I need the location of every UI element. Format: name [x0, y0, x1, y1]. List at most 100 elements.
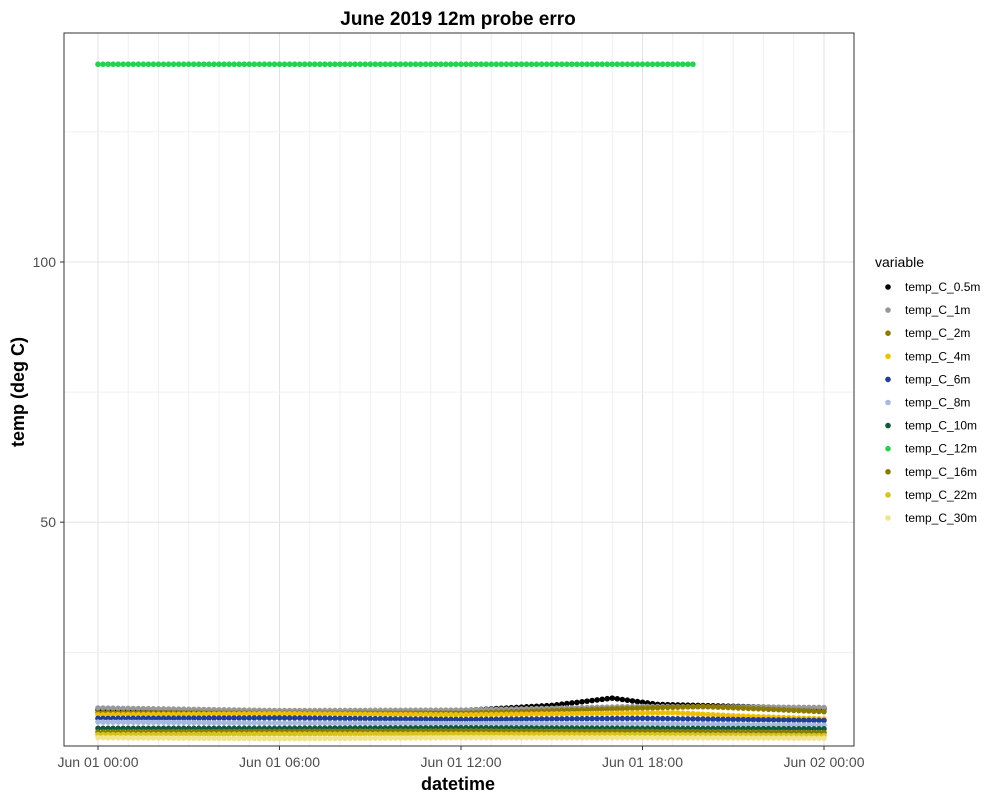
data-point	[241, 61, 248, 68]
data-point	[584, 710, 590, 717]
data-point	[150, 735, 157, 741]
data-point	[614, 720, 621, 727]
data-point	[301, 61, 308, 68]
data-point	[422, 711, 429, 718]
data-point	[574, 715, 580, 722]
data-point	[311, 715, 318, 721]
series-temp_C_12m	[95, 61, 696, 68]
data-point	[317, 720, 323, 727]
data-point	[216, 731, 222, 738]
data-point	[725, 735, 732, 741]
data-point	[322, 715, 328, 722]
data-point	[790, 707, 797, 714]
data-point	[801, 735, 807, 741]
data-point	[543, 716, 550, 722]
data-point	[730, 735, 737, 741]
data-point	[301, 711, 308, 717]
data-point	[811, 735, 817, 741]
data-point	[594, 734, 600, 741]
data-point	[362, 711, 369, 718]
y-tick-label: 50	[40, 514, 56, 530]
data-point	[528, 61, 535, 68]
data-point	[695, 711, 701, 717]
data-point	[523, 716, 530, 722]
data-point	[488, 716, 495, 723]
data-point	[674, 716, 681, 722]
legend: variable temp_C_0.5m temp_C_1m temp_C_2mte…	[875, 254, 980, 525]
data-point	[120, 735, 127, 741]
axis-ticks: Jun 01 00:00 Jun 01 06:00 Jun 01 12:00 Jun …	[33, 254, 865, 770]
data-point	[392, 735, 399, 741]
data-point	[322, 735, 328, 742]
data-point	[760, 706, 767, 712]
data-point	[266, 735, 273, 742]
data-point	[412, 711, 419, 718]
data-point	[291, 720, 298, 726]
data-point	[170, 719, 177, 726]
data-point	[402, 731, 409, 737]
data-point	[251, 711, 258, 717]
data-point	[725, 712, 732, 719]
data-point	[231, 715, 237, 721]
data-point	[246, 715, 253, 721]
data-point	[649, 734, 656, 741]
data-point	[427, 711, 434, 718]
data-point	[170, 61, 177, 68]
data-point	[705, 721, 711, 727]
data-point	[680, 61, 686, 68]
data-point	[801, 707, 807, 714]
data-point	[518, 716, 525, 722]
data-point	[498, 734, 505, 741]
data-point	[281, 715, 288, 721]
data-point	[816, 708, 822, 715]
data-point	[256, 61, 263, 68]
data-point	[468, 711, 474, 718]
data-point	[538, 734, 545, 741]
data-point	[241, 720, 248, 726]
data-point	[715, 712, 721, 718]
data-point	[397, 731, 404, 737]
data-point	[599, 61, 605, 68]
data-point	[458, 711, 464, 718]
data-point	[538, 716, 545, 722]
data-point	[317, 61, 323, 68]
data-point	[291, 711, 298, 717]
data-point	[543, 734, 550, 741]
data-point	[614, 706, 621, 712]
data-point	[644, 720, 651, 727]
data-point	[503, 720, 510, 727]
data-point	[407, 731, 414, 737]
data-point	[725, 716, 732, 723]
data-point	[367, 61, 374, 68]
data-point	[795, 735, 802, 741]
data-point	[811, 708, 817, 715]
data-point	[160, 715, 167, 722]
data-point	[463, 711, 469, 718]
data-point	[604, 61, 611, 68]
data-point	[493, 716, 500, 723]
data-point	[377, 731, 384, 737]
legend-key	[885, 353, 891, 360]
data-point	[690, 716, 696, 722]
data-point	[226, 711, 232, 717]
data-point	[619, 61, 626, 68]
data-point	[559, 61, 565, 68]
data-point	[362, 61, 369, 68]
data-point	[806, 708, 812, 714]
data-point	[412, 716, 419, 722]
data-point	[564, 61, 570, 68]
legend-label: temp_C_8m	[905, 396, 970, 410]
data-point	[226, 735, 232, 742]
data-point	[720, 735, 726, 741]
data-point	[332, 61, 338, 68]
data-point	[735, 716, 742, 723]
data-point	[417, 716, 424, 722]
data-point	[685, 61, 691, 68]
data-point	[443, 716, 449, 723]
data-point	[347, 711, 353, 717]
data-point	[180, 61, 187, 68]
data-point	[448, 61, 454, 68]
data-point	[453, 711, 459, 718]
data-point	[528, 734, 535, 741]
